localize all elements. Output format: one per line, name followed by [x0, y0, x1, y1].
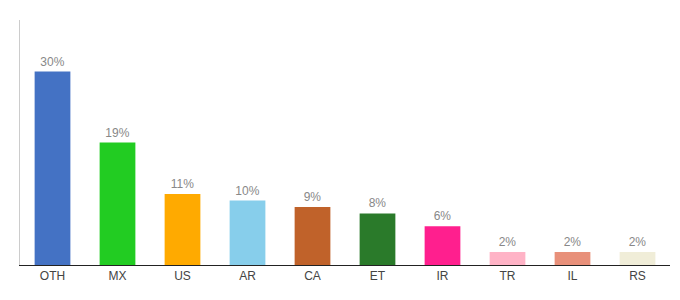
svg-text:IR: IR [437, 269, 449, 283]
svg-text:IL: IL [567, 269, 577, 283]
svg-text:TR: TR [500, 269, 516, 283]
svg-text:8%: 8% [369, 196, 387, 210]
svg-text:ET: ET [370, 269, 386, 283]
svg-text:19%: 19% [105, 126, 129, 140]
svg-text:CA: CA [304, 269, 321, 283]
svg-text:2%: 2% [564, 235, 582, 249]
svg-text:RS: RS [629, 269, 646, 283]
svg-text:9%: 9% [304, 190, 322, 204]
svg-text:MX: MX [109, 269, 127, 283]
svg-text:30%: 30% [40, 55, 64, 69]
svg-text:US: US [174, 269, 191, 283]
svg-text:11%: 11% [171, 177, 194, 191]
svg-text:2%: 2% [629, 235, 647, 249]
svg-text:2%: 2% [499, 235, 517, 249]
svg-text:10%: 10% [235, 184, 259, 198]
svg-text:AR: AR [239, 269, 256, 283]
svg-text:OTH: OTH [40, 269, 65, 283]
svg-text:6%: 6% [434, 209, 452, 223]
